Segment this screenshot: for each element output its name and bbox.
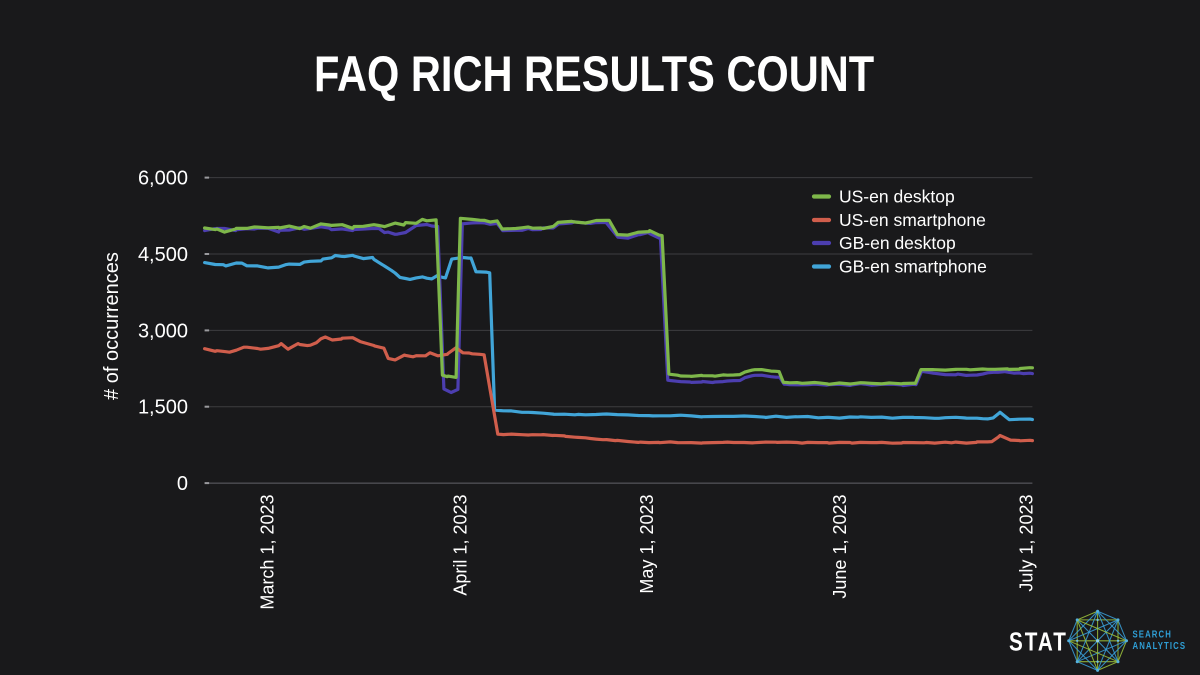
svg-text:May 1, 2023: May 1, 2023 (637, 495, 657, 594)
svg-text:4,500: 4,500 (138, 244, 188, 266)
svg-text:SEARCH: SEARCH (1133, 628, 1172, 639)
svg-text:GB-en smartphone: GB-en smartphone (839, 257, 987, 277)
svg-text:0: 0 (177, 473, 188, 495)
svg-text:July 1, 2023: July 1, 2023 (1017, 495, 1037, 592)
svg-text:GB-en desktop: GB-en desktop (839, 233, 956, 253)
svg-text:US-en desktop: US-en desktop (839, 187, 955, 207)
svg-text:6,000: 6,000 (138, 168, 188, 190)
svg-text:March 1, 2023: March 1, 2023 (257, 495, 277, 610)
svg-text:June 1, 2023: June 1, 2023 (830, 495, 850, 599)
svg-text:US-en smartphone: US-en smartphone (839, 210, 986, 230)
svg-text:April 1, 2023: April 1, 2023 (450, 495, 470, 596)
svg-text:ANALYTICS: ANALYTICS (1133, 640, 1187, 651)
svg-text:1,500: 1,500 (138, 397, 188, 419)
svg-text:# of occurrences: # of occurrences (101, 252, 123, 400)
svg-text:3,000: 3,000 (138, 320, 188, 342)
svg-text:STAT: STAT (1009, 627, 1068, 656)
